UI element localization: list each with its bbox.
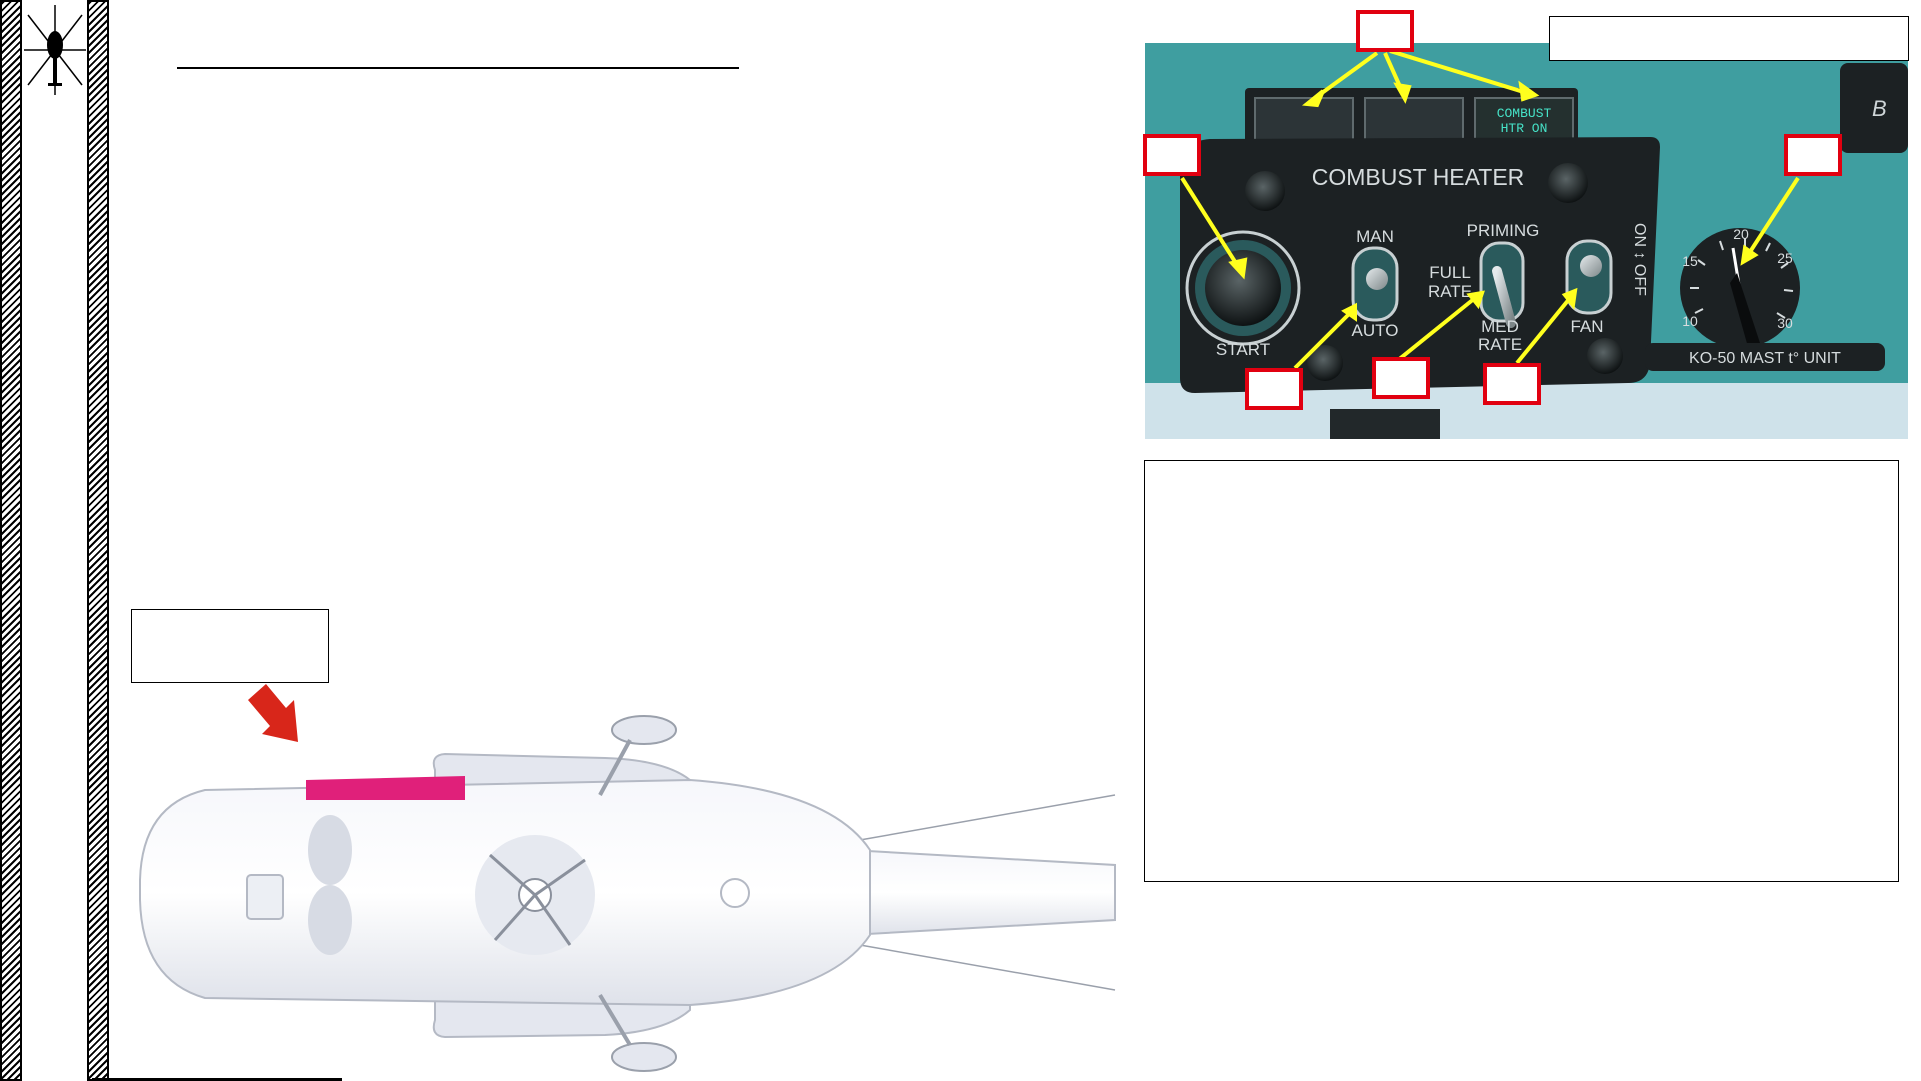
side-letter: B <box>1872 96 1887 121</box>
callout-tag-start <box>1143 134 1201 176</box>
left-hatched-border <box>0 0 22 1081</box>
callout-tag-fan <box>1483 363 1541 405</box>
start-label: START <box>1216 340 1270 359</box>
svg-text:RATE: RATE <box>1428 282 1472 301</box>
panel-title: COMBUST HEATER <box>1312 164 1525 190</box>
helicopter-caption-box <box>131 609 329 683</box>
svg-text:FAN: FAN <box>1570 317 1603 336</box>
top-right-title-box <box>1549 16 1909 61</box>
right-hatched-border <box>87 0 109 1081</box>
svg-text:20: 20 <box>1733 226 1749 242</box>
svg-text:HTR ON: HTR ON <box>1501 121 1548 136</box>
svg-text:PRIMING: PRIMING <box>1467 221 1540 240</box>
svg-text:15: 15 <box>1682 253 1698 269</box>
svg-text:25: 25 <box>1777 250 1793 266</box>
footer-rule <box>92 1078 342 1081</box>
svg-text:ON ↕ OFF: ON ↕ OFF <box>1631 223 1648 296</box>
svg-text:MAN: MAN <box>1356 227 1394 246</box>
callout-tag-man-auto <box>1245 368 1303 410</box>
combust-heater-panel-image: B COMBUST HTR ON COMBUST HEATER START MA… <box>1145 43 1908 439</box>
warning-light-text: COMBUST <box>1497 106 1552 121</box>
svg-text:10: 10 <box>1682 313 1698 329</box>
title-underline <box>177 67 739 69</box>
description-box <box>1144 460 1899 882</box>
helicopter-top-view-image <box>139 684 1116 1072</box>
svg-text:RATE: RATE <box>1478 335 1522 354</box>
svg-text:AUTO: AUTO <box>1352 321 1399 340</box>
thermostat-label: KO-50 MAST t° UNIT <box>1689 350 1841 367</box>
callout-tag-indicators <box>1356 10 1414 52</box>
svg-text:FULL: FULL <box>1429 263 1471 282</box>
callout-tag-priming <box>1372 357 1430 399</box>
svg-text:30: 30 <box>1777 315 1793 331</box>
callout-tag-thermostat <box>1784 134 1842 176</box>
helicopter-logo-icon <box>24 5 86 95</box>
svg-text:MED: MED <box>1481 317 1519 336</box>
